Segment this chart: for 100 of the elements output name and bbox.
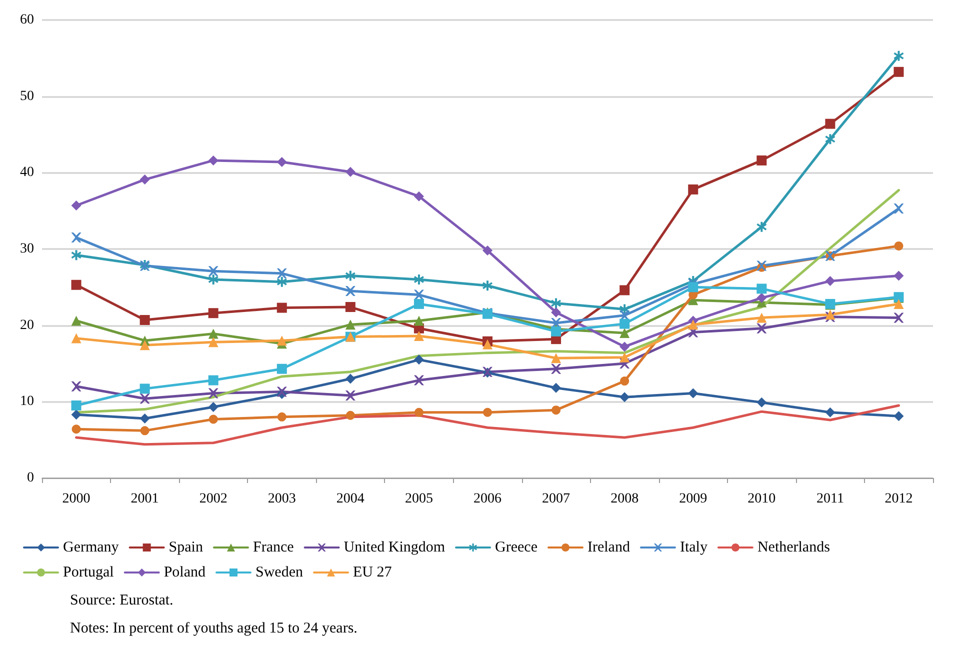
line-series [75, 404, 900, 446]
legend-label: Greece [495, 540, 538, 556]
point [276, 268, 287, 278]
point [414, 274, 424, 285]
point [551, 298, 562, 308]
point [894, 270, 904, 281]
x-tick-label: 2002 [199, 492, 228, 506]
point [414, 408, 424, 417]
legend-label: Netherlands [757, 540, 830, 556]
point [756, 284, 767, 294]
point [140, 174, 150, 185]
point [482, 280, 492, 291]
point [414, 191, 424, 202]
point [825, 118, 836, 129]
point [276, 276, 287, 287]
legend-label: Spain [168, 540, 204, 556]
point [276, 364, 287, 374]
point [620, 392, 630, 402]
point [140, 340, 150, 350]
point [71, 232, 82, 243]
point [140, 426, 150, 436]
point [71, 400, 82, 410]
point [140, 394, 150, 404]
point [345, 270, 356, 281]
point [71, 250, 82, 260]
x-tick-label: 2009 [679, 492, 708, 506]
text: Notes: In percent of youths aged 15 to 24 years. [70, 620, 358, 636]
point [482, 339, 492, 350]
point [894, 312, 904, 323]
point [551, 382, 562, 393]
point [756, 292, 767, 303]
point [825, 134, 836, 144]
x-tick-label: 2003 [268, 492, 296, 506]
point [414, 375, 424, 386]
point [894, 241, 904, 250]
point [620, 328, 630, 338]
point [688, 184, 698, 194]
x-tick-label: 2004 [336, 492, 364, 506]
x-tick-label: 2010 [748, 492, 776, 506]
point [208, 155, 218, 166]
point [414, 316, 424, 326]
point [620, 376, 630, 386]
y-tick-label: 30 [20, 242, 34, 256]
point [894, 298, 904, 309]
point [551, 307, 562, 318]
point [414, 298, 424, 309]
point [894, 411, 904, 422]
point [894, 204, 904, 214]
legend-label: Poland [164, 564, 206, 580]
legend-label: United Kingdom [344, 540, 446, 556]
point [276, 336, 287, 346]
source-note: Source: Eurostat. [70, 592, 174, 608]
point [345, 302, 356, 312]
point [140, 384, 150, 394]
point [276, 156, 287, 167]
point [71, 316, 82, 326]
x-tick-label: 2000 [62, 492, 90, 506]
point [71, 200, 82, 210]
point [756, 155, 767, 166]
x-tick-label: 2001 [130, 492, 159, 506]
y-tick-label: 60 [20, 12, 34, 28]
point [620, 318, 630, 329]
point [345, 374, 356, 384]
point [551, 364, 562, 374]
point [208, 375, 218, 386]
point [894, 66, 904, 77]
point [756, 222, 767, 232]
point [208, 274, 218, 285]
point [345, 320, 356, 330]
point [208, 402, 218, 412]
point [208, 414, 218, 424]
y-tick-label: 40 [20, 165, 34, 180]
point [620, 342, 630, 352]
point [71, 333, 82, 344]
point [277, 412, 286, 422]
legend-label: EU 27 [352, 564, 392, 580]
point [688, 388, 698, 398]
x-tick-label: 2011 [816, 492, 844, 506]
point [71, 381, 82, 392]
legend-label: Ireland [587, 540, 630, 556]
point [208, 308, 218, 318]
legend-label: Sweden [256, 564, 304, 580]
point [208, 328, 218, 339]
x-tick-label: 2012 [884, 492, 913, 506]
point [483, 408, 492, 417]
point [756, 312, 767, 323]
point [345, 390, 356, 401]
x-tick-label: 2005 [404, 492, 433, 506]
point [756, 323, 767, 334]
point [71, 280, 82, 290]
y-tick-label: 0 [27, 470, 34, 486]
point [620, 285, 630, 296]
point [346, 410, 355, 420]
point [208, 388, 218, 398]
point [140, 413, 150, 424]
point [756, 397, 767, 408]
legend-label: Germany [63, 540, 120, 556]
point [208, 266, 218, 276]
point [345, 286, 356, 296]
point [482, 246, 492, 256]
